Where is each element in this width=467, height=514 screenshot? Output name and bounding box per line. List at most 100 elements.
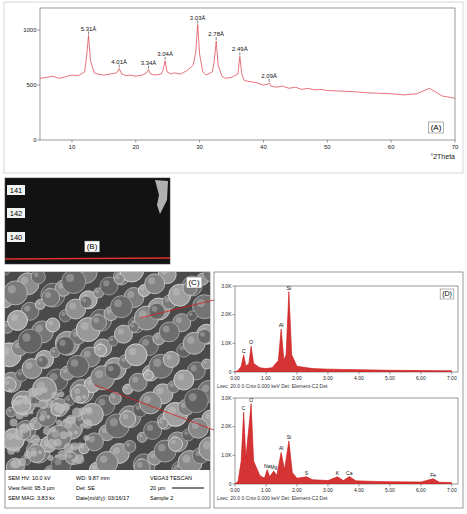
sem-rough xyxy=(43,427,51,435)
x-tick-label: 20 xyxy=(132,144,139,150)
sem-grain-shine xyxy=(74,388,80,394)
sem-grain xyxy=(158,419,168,429)
sem-rough xyxy=(74,431,78,435)
sem-grain xyxy=(159,322,179,342)
peak-leader xyxy=(197,21,198,24)
sem-rough xyxy=(74,454,84,464)
sem-grain-shine xyxy=(161,272,167,275)
sem-grain-shine xyxy=(103,280,109,286)
sem-grain xyxy=(187,311,197,321)
sem-grain xyxy=(36,356,48,368)
peak-label: K xyxy=(336,470,340,476)
x-tick-label: 6.00 xyxy=(416,375,426,381)
sem-grain-shine xyxy=(174,468,178,470)
y-tick-label: 2.0K xyxy=(221,311,232,317)
sem-grain-shine xyxy=(157,387,164,394)
sem-grain-shine xyxy=(95,290,99,294)
sem-grain-shine xyxy=(8,285,16,293)
sem-grain-shine xyxy=(116,276,120,280)
panel-label-group: (B) xyxy=(85,241,100,252)
x-tick-label: 4.00 xyxy=(354,487,364,493)
peak-label: 3.03Å xyxy=(190,15,206,21)
sem-grain-shine xyxy=(97,346,101,350)
peak-label: 3.34Å xyxy=(141,60,157,66)
panel-label-group: (C) xyxy=(186,277,201,288)
sem-rough xyxy=(24,451,32,459)
sem-grain-shine xyxy=(113,447,120,454)
peak-label: 5.31Å xyxy=(81,26,97,32)
sem-grain-shine xyxy=(60,340,66,346)
sem-grain xyxy=(5,281,27,305)
x-tick-label: 5.00 xyxy=(385,487,395,493)
sem-rough xyxy=(22,395,32,405)
sem-grain xyxy=(46,318,60,332)
scale-label-group: 142 xyxy=(7,208,25,218)
x-tick-label: 0.00 xyxy=(230,487,240,493)
sem-grain-shine xyxy=(34,272,39,277)
peak-leader xyxy=(119,65,120,68)
sem-rough xyxy=(14,446,20,452)
sem-grain-shine xyxy=(187,336,195,344)
sem-grain-shine xyxy=(123,414,129,420)
x-tick-label: 10 xyxy=(69,144,76,150)
peak-label: Si xyxy=(287,434,291,440)
sem-grain-shine xyxy=(98,399,105,406)
sem-grain xyxy=(203,272,210,282)
sem-grain xyxy=(96,452,118,471)
sem-grain xyxy=(104,358,126,380)
peak-label: 2.49Å xyxy=(232,46,248,52)
figure: 10203040506070050010005.31Å4.01Å3.34Å3.0… xyxy=(0,0,467,514)
sem-grain xyxy=(110,296,132,318)
data-group xyxy=(40,25,455,99)
sem-grain xyxy=(174,370,194,390)
sem-grain xyxy=(129,322,139,332)
panel-label: (C) xyxy=(188,278,199,287)
y-tick-label: 1000 xyxy=(23,27,37,33)
sem-grain-shine xyxy=(110,338,114,342)
sem-rough xyxy=(7,447,15,455)
sem-grain-shine xyxy=(84,351,91,358)
sem-rough xyxy=(71,443,79,451)
sem-grain-shine xyxy=(48,321,53,326)
spectrum-line xyxy=(235,404,452,484)
sem-grain-shine xyxy=(32,420,36,424)
sem-grain-shine xyxy=(39,358,43,362)
sem-grain xyxy=(114,274,124,284)
sem-rough xyxy=(39,415,45,421)
sem-grain-shine xyxy=(61,312,65,316)
sem-image xyxy=(5,272,210,470)
y-tick-label: 0 xyxy=(33,137,37,143)
peak-label: Fe xyxy=(430,472,436,478)
y-tick xyxy=(233,314,236,315)
x-tick xyxy=(71,140,72,143)
sem-rough xyxy=(30,411,34,415)
sem-rough xyxy=(66,415,76,425)
sem-rough xyxy=(46,415,50,419)
sem-grain xyxy=(148,298,170,320)
x-tick-label: 6.00 xyxy=(416,487,426,493)
y-tick xyxy=(233,398,236,399)
sem-grain-shine xyxy=(5,380,10,385)
panel-label-group: (D) xyxy=(440,289,454,299)
sem-rough xyxy=(51,392,59,400)
sem-grain-shine xyxy=(66,274,74,282)
sem-grain-shine xyxy=(89,436,95,442)
sem-grain-shine xyxy=(206,272,210,273)
y-tick-label: 2.0K xyxy=(221,423,232,429)
sem-grain-shine xyxy=(5,347,10,355)
sem-grain-shine xyxy=(118,328,124,334)
plot-frame xyxy=(235,398,458,484)
y-tick-label: 3.0K xyxy=(221,283,232,289)
plot-frame xyxy=(40,8,455,140)
sem-grain xyxy=(149,303,165,319)
image-highlight xyxy=(155,180,168,214)
y-tick xyxy=(233,484,236,485)
sem-info: VEGA3 TESCAN xyxy=(150,475,192,481)
sem-grain-shine xyxy=(139,434,143,438)
peak-label: Ca xyxy=(346,470,353,476)
x-tick-label: 7.00 xyxy=(447,375,457,381)
sem-grain xyxy=(134,459,150,470)
sem-grain-shine xyxy=(182,455,190,463)
sem-grain-shine xyxy=(100,455,108,463)
x-tick-label: 1.00 xyxy=(261,375,271,381)
